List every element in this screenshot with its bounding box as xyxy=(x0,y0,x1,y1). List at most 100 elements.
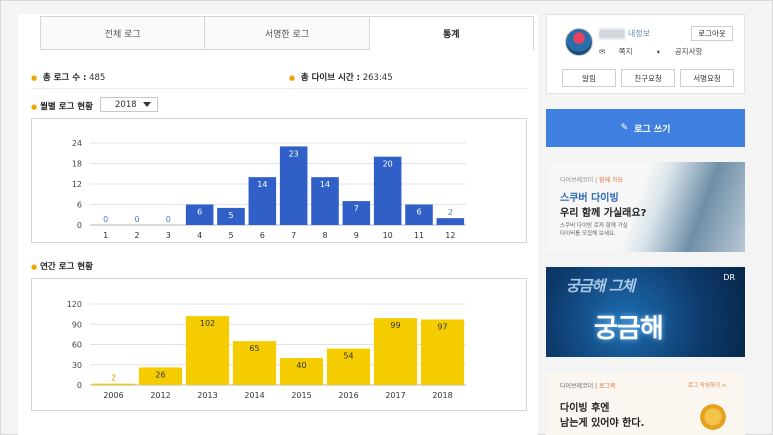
x-tick-label: 7 xyxy=(291,231,296,240)
data-label: 20 xyxy=(383,160,393,169)
bar xyxy=(373,156,402,225)
bar xyxy=(138,367,183,385)
data-label: 14 xyxy=(320,180,330,189)
data-label: 23 xyxy=(289,149,299,158)
caret-down-icon xyxy=(143,102,151,107)
data-label: 5 xyxy=(228,211,233,220)
data-label: 40 xyxy=(296,361,306,370)
bar xyxy=(373,318,418,385)
notes-link[interactable]: ✉ 쪽지 xyxy=(599,47,633,56)
x-tick-label: 2017 xyxy=(385,391,405,400)
bullet-icon: ● xyxy=(31,74,38,82)
speaker-icon: 🔈︎ xyxy=(656,47,662,56)
bar xyxy=(311,177,339,225)
y-tick-label: 120 xyxy=(67,300,82,309)
bar xyxy=(217,207,245,225)
y-tick-label: 60 xyxy=(72,341,82,350)
logout-button[interactable]: 로그아웃 xyxy=(691,26,733,41)
x-tick-label: 10 xyxy=(383,231,393,240)
total-dive-time-value: 263:45 xyxy=(362,73,393,83)
x-tick-label: 5 xyxy=(228,231,233,240)
y-tick-label: 18 xyxy=(72,160,82,169)
yearly-chart: 0 30 60 90 120 2 2006 26 2012 102 2013 65 2014 40 2015… xyxy=(31,278,527,411)
tabs-divider xyxy=(40,49,358,50)
tab-statistics[interactable]: 통계 xyxy=(368,16,534,50)
yearly-section-title: ● 연간 로그 현황 xyxy=(31,262,93,272)
ad-banner-dive-together[interactable]: 다이브레코더 | 함께 가요 스쿠버 다이빙 우리 함께 가실래요? 스쿠버 다… xyxy=(546,162,745,252)
bar xyxy=(420,319,465,385)
x-tick-label: 3 xyxy=(166,231,171,240)
friend-requests-button[interactable]: 친구요청 xyxy=(621,69,675,87)
x-tick-label: 2013 xyxy=(197,391,217,400)
x-tick-label: 2 xyxy=(134,231,139,240)
x-tick-label: 8 xyxy=(322,231,327,240)
bar xyxy=(91,383,136,385)
ad-banner-logbook[interactable]: 다이브레코더 | 로그북 로그 작성하기 > 다이빙 후엔 남는게 있어야 한다… xyxy=(546,372,745,435)
data-label: 65 xyxy=(249,344,259,353)
total-logs-label: 총 로그 수 : xyxy=(42,73,87,83)
bar xyxy=(185,204,214,225)
y-tick-label: 90 xyxy=(72,320,82,329)
year-select[interactable]: 2018 xyxy=(100,97,158,112)
x-tick-label: 12 xyxy=(445,231,455,240)
data-label: 0 xyxy=(103,215,108,224)
data-label: 97 xyxy=(437,323,447,332)
bar xyxy=(436,218,465,225)
my-info-link[interactable]: 내정보 xyxy=(628,29,651,38)
turtle-icon xyxy=(698,402,728,432)
notice-link[interactable]: 🔈︎ 공지사항 xyxy=(656,47,703,56)
data-label: 2 xyxy=(448,208,453,217)
bullet-icon: ● xyxy=(31,103,38,111)
mail-icon: ✉ xyxy=(599,47,606,56)
ad2-headline: 궁금해 xyxy=(594,314,664,344)
y-tick-label: 24 xyxy=(72,139,82,148)
x-tick-label: 2015 xyxy=(291,391,311,400)
data-label: 6 xyxy=(416,208,421,217)
data-label: 7 xyxy=(354,204,359,213)
ad-banner-curious[interactable]: 궁금해 그체 궁금해 DR xyxy=(546,267,745,357)
avatar[interactable] xyxy=(565,28,593,56)
y-tick-label: 0 xyxy=(77,221,82,230)
username-blurred xyxy=(599,29,625,39)
tab-signed-logs[interactable]: 서명한 로그 xyxy=(204,16,369,50)
data-label: 0 xyxy=(166,215,171,224)
bar xyxy=(248,177,277,225)
bar xyxy=(279,358,324,385)
bar xyxy=(185,316,230,385)
tab-all-logs[interactable]: 전체 로그 xyxy=(40,16,205,50)
bullet-icon: ● xyxy=(289,74,296,82)
data-label: 14 xyxy=(257,180,267,189)
data-label: 0 xyxy=(134,215,139,224)
total-logs-value: 485 xyxy=(89,73,106,83)
x-tick-label: 2018 xyxy=(432,391,452,400)
data-label: 6 xyxy=(197,208,202,217)
data-label: 54 xyxy=(343,352,353,361)
x-tick-label: 2016 xyxy=(338,391,358,400)
ad1-subheadline: 우리 함께 가실래요? xyxy=(560,208,647,219)
ad1-headline: 스쿠버 다이빙 xyxy=(560,193,619,204)
bar xyxy=(279,146,308,225)
data-label: 102 xyxy=(200,319,215,328)
y-tick-label: 30 xyxy=(72,361,82,370)
bar xyxy=(326,348,371,385)
x-tick-label: 9 xyxy=(354,231,359,240)
write-log-button[interactable]: ✎ 로그 쓰기 xyxy=(546,109,745,147)
signature-requests-button[interactable]: 서명요청 xyxy=(680,69,734,87)
data-label: 26 xyxy=(155,370,165,379)
y-tick-label: 6 xyxy=(77,201,82,210)
profile-card: 내정보 로그아웃 ✉ 쪽지 🔈︎ 공지사항 알림 친구요청 서명요청 xyxy=(546,14,745,94)
bar xyxy=(342,201,371,225)
y-tick-label: 12 xyxy=(72,180,82,189)
bar xyxy=(232,341,277,385)
notifications-button[interactable]: 알림 xyxy=(562,69,616,87)
y-tick-label: 0 xyxy=(77,381,82,390)
bullet-icon: ● xyxy=(31,263,38,271)
x-tick-label: 4 xyxy=(197,231,202,240)
monthly-chart: 0 6 12 18 24 0 1 0 2 0 3 6 4 5 5 14 6 23 7 14 8 7 9 20 10 6 11 2 12 xyxy=(31,118,527,243)
x-tick-label: 2014 xyxy=(244,391,264,400)
x-tick-label: 11 xyxy=(414,231,424,240)
yearly-bar-chart: 0 30 60 90 120 2 2006 26 2012 102 2013 65 2014 40 2015… xyxy=(67,300,466,400)
monthly-section-title: ● 월별 로그 현황 xyxy=(31,102,93,112)
log-tabs: 전체 로그 서명한 로그 통계 xyxy=(40,16,534,50)
